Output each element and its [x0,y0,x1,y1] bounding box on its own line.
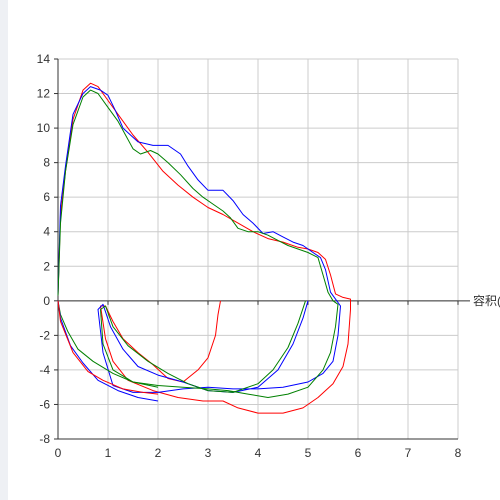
x-axis-label: 容积(L) [473,293,500,308]
series-line [57,300,159,402]
y-tick-label: -6 [39,397,50,411]
y-tick-label: -2 [39,328,50,342]
y-tick-label: -8 [39,432,50,446]
axes [54,58,470,440]
x-tick-label: 6 [355,446,362,460]
series-line [57,300,159,395]
x-tick-label: 8 [455,446,462,460]
x-tick-label: 4 [255,446,262,460]
y-tick-label: -4 [39,363,50,377]
y-tick-label: 4 [43,225,50,239]
x-tick-label: 3 [205,446,212,460]
series-line [57,89,339,398]
series-line [57,86,341,393]
y-tick-label: 14 [37,52,51,66]
y-tick-label: 2 [43,259,50,273]
y-tick-label: 12 [37,87,51,101]
x-tick-label: 5 [305,446,312,460]
x-tick-label: 7 [405,446,412,460]
y-tick-label: 10 [37,121,51,135]
series-group [57,82,351,414]
x-tick-label: 0 [55,446,62,460]
left-panel-strip [0,0,8,500]
y-tick-label: 8 [43,156,50,170]
x-tick-label: 1 [105,446,112,460]
series-line [57,300,159,388]
y-tick-label: 0 [43,294,50,308]
x-tick-label: 2 [155,446,162,460]
y-tick-label: 6 [43,190,50,204]
series-line [57,82,351,414]
